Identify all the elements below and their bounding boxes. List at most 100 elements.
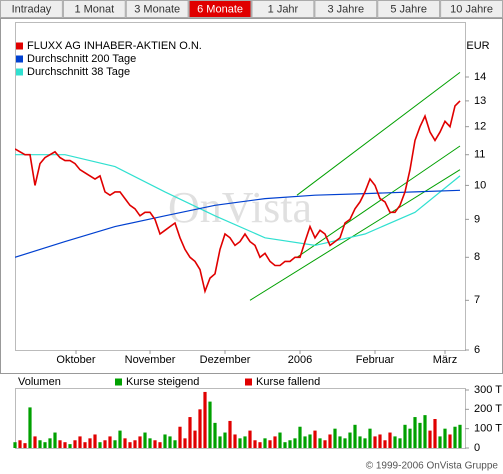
volume-bar xyxy=(188,417,192,448)
volume-bar xyxy=(368,428,372,448)
volume-bar xyxy=(128,442,132,448)
volume-bar xyxy=(458,424,462,448)
legend-swatch xyxy=(115,378,122,386)
volume-bar xyxy=(163,434,167,448)
x-tick-label: November xyxy=(125,354,176,366)
volume-bar xyxy=(438,436,442,448)
legend-label: Durchschnitt 38 Tage xyxy=(27,66,130,78)
volume-bar xyxy=(248,430,252,448)
price-line xyxy=(15,100,461,295)
volume-bar xyxy=(373,436,377,448)
watermark: OnVista xyxy=(168,183,312,232)
tab[interactable] xyxy=(0,0,63,18)
volume-bar xyxy=(208,401,212,448)
volume-bar xyxy=(93,434,97,448)
y-tick-label: 9 xyxy=(474,213,480,225)
volume-bar xyxy=(113,440,117,448)
volume-bar xyxy=(63,442,67,448)
volume-bar xyxy=(273,436,277,448)
tab-label[interactable]: 3 Jahre xyxy=(327,3,364,15)
volume-bar xyxy=(178,426,182,448)
tab-label[interactable]: Intraday xyxy=(12,3,52,15)
volume-bar xyxy=(68,444,72,448)
y-tick-label: 0 xyxy=(474,442,480,454)
volume-bar xyxy=(48,438,52,448)
volume-bar xyxy=(148,438,152,448)
y-tick-label: 300 T xyxy=(474,384,502,396)
volume-bar xyxy=(228,420,232,448)
volume-bar xyxy=(293,438,297,448)
tab-label[interactable]: 10 Jahre xyxy=(450,3,493,15)
volume-bar xyxy=(53,432,57,448)
footer: © 1999-2006 OnVista Gruppe xyxy=(366,461,499,472)
volume-bar xyxy=(363,438,367,448)
volume-bar xyxy=(78,436,82,448)
legend-swatch xyxy=(16,68,23,76)
volume-bar xyxy=(423,415,427,448)
legend-swatch xyxy=(16,42,23,50)
volume-bar xyxy=(413,417,417,448)
volume-bar xyxy=(198,409,202,448)
tab[interactable] xyxy=(377,0,441,18)
legend-swatch xyxy=(16,55,23,63)
volume-bar xyxy=(288,440,292,448)
volume-bar xyxy=(243,436,247,448)
volume-bar xyxy=(393,436,397,448)
tab-label[interactable]: 1 Jahr xyxy=(268,3,299,15)
tab-label[interactable]: 6 Monate xyxy=(197,3,243,15)
volume-bar xyxy=(218,436,222,448)
volume-bar xyxy=(168,436,172,448)
volume-bar xyxy=(23,443,27,448)
tab[interactable] xyxy=(314,0,378,18)
volume-bar xyxy=(333,428,337,448)
y-tick-label: 11 xyxy=(474,149,485,161)
volume-bar xyxy=(88,438,92,448)
volume-bar xyxy=(338,436,342,448)
volume-bar xyxy=(108,436,112,448)
volume-bar xyxy=(13,442,17,448)
volume-bar xyxy=(313,430,317,448)
volume-bar xyxy=(73,440,77,448)
volume-bar xyxy=(448,434,452,448)
volume-bar xyxy=(183,438,187,448)
tab[interactable] xyxy=(251,0,315,18)
volume-bar xyxy=(388,432,392,448)
volume-bar xyxy=(223,432,227,448)
volume-bar xyxy=(403,424,407,448)
x-tick-label: Oktober xyxy=(56,354,95,366)
tab[interactable] xyxy=(125,0,189,18)
volume-bar xyxy=(453,426,457,448)
price-panel xyxy=(0,18,503,374)
x-tick-label: Februar xyxy=(356,354,395,366)
tab-label[interactable]: 3 Monate xyxy=(134,3,180,15)
volume-bar xyxy=(38,440,42,448)
volume-bar xyxy=(418,422,422,448)
volume-bar xyxy=(213,422,217,448)
tab[interactable] xyxy=(62,0,126,18)
volume-bar xyxy=(33,436,37,448)
tab-label[interactable]: 5 Jahre xyxy=(390,3,427,15)
trend-line xyxy=(296,145,461,258)
legend-label: Durchschnitt 200 Tage xyxy=(27,53,136,65)
y-tick-label: 12 xyxy=(474,121,486,133)
trend-line xyxy=(296,72,461,196)
y-tick-label: 200 T xyxy=(474,403,502,415)
volume-bar xyxy=(358,436,362,448)
y-tick-label: 13 xyxy=(474,95,486,107)
volume-bar xyxy=(378,434,382,448)
volume-bar xyxy=(233,434,237,448)
volume-bar xyxy=(153,440,157,448)
volume-bar xyxy=(353,424,357,448)
tab[interactable] xyxy=(188,0,252,18)
volume-bar xyxy=(143,432,147,448)
unit-label: EUR xyxy=(466,40,489,52)
y-tick-label: 6 xyxy=(474,344,480,356)
volume-bar xyxy=(43,442,47,448)
legend-label: Kurse steigend xyxy=(126,376,199,388)
volume-bar xyxy=(138,436,142,448)
volume-bar xyxy=(123,438,127,448)
x-tick-label: Dezember xyxy=(200,354,251,366)
tab-label[interactable]: 1 Monat xyxy=(74,3,114,15)
volume-bar xyxy=(253,440,257,448)
legend-swatch xyxy=(245,378,252,386)
